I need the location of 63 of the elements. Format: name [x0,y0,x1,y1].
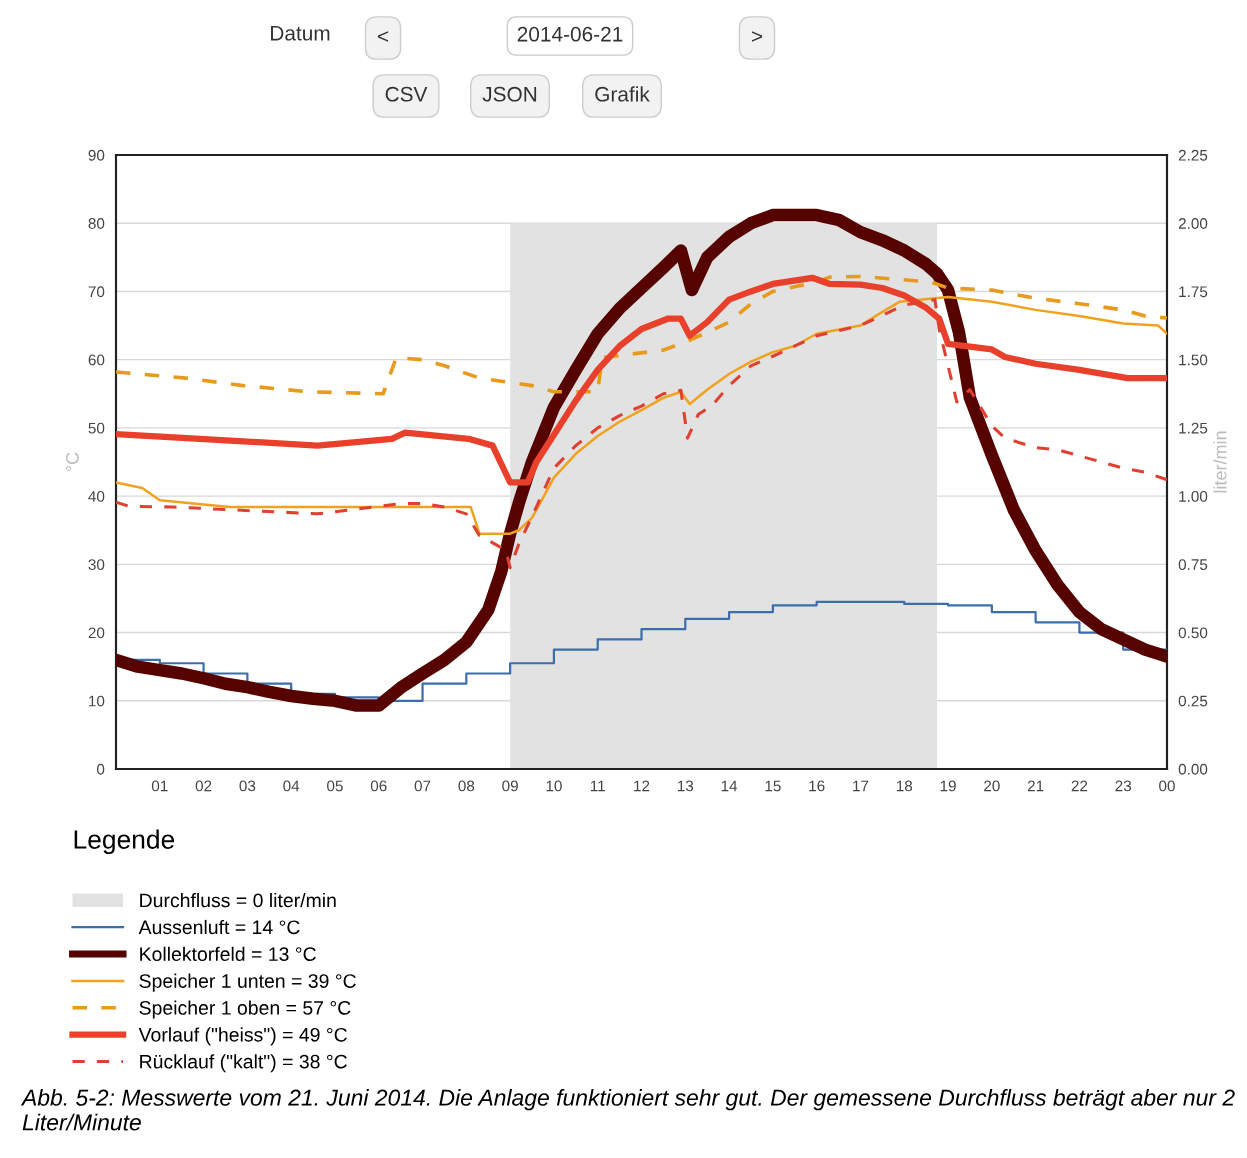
x-tick-label: 03 [239,780,256,792]
y-tick-label: 60 [88,354,105,366]
text: JSON [482,86,537,102]
text: 2014-06-21 [517,26,623,42]
legend-label: Kollektorfeld = 13 °C [140,946,316,962]
text: Datum [271,26,330,41]
y-tick-label: 50 [88,422,105,434]
x-tick-label: 07 [414,780,431,792]
legend-label: Durchfluss = 0 liter/min [140,892,336,908]
x-tick-label: 16 [809,780,825,792]
y-tick-label: 10 [89,695,105,707]
legend-label: Rücklauf ("kalt") = 38 °C [140,1054,347,1073]
x-tick-label: 19 [940,780,956,792]
y-tick-label: 90 [88,149,105,161]
x-tick-label: 23 [1115,780,1132,792]
y2-tick-label: 2.00 [1178,218,1208,229]
x-tick-label: 18 [896,780,913,792]
y2-tick-label: 1.00 [1179,490,1208,502]
y-tick-label: 30 [88,559,105,571]
x-tick-label: 13 [677,780,694,792]
y2-tick-label: 0.50 [1178,627,1208,639]
legend-label: Aussenluft = 14 °C [138,919,300,935]
x-tick-label: 14 [721,780,738,792]
y2-tick-label: 1.75 [1179,286,1208,298]
x-tick-label: 05 [327,780,343,792]
y2-tick-label: 2.25 [1178,149,1208,161]
y2-tick-label: 1.25 [1179,422,1208,434]
legend-label: Vorlauf ("heiss") = 49 °C [138,1027,347,1046]
x-tick-label: 10 [546,780,562,792]
x-tick-label: 00 [1159,780,1175,792]
y2-tick-label: 0.00 [1178,763,1208,775]
text: CSV [385,86,428,102]
x-tick-label: 08 [458,780,475,792]
y-tick-label: 0 [96,763,105,775]
y2-tick-label: 0.75 [1178,559,1208,571]
y-tick-label: 80 [88,218,105,229]
text: Grafik [595,86,650,102]
text: < [377,31,389,42]
y-tick-label: 70 [88,286,105,298]
x-tick-label: 02 [195,780,212,792]
x-tick-label: 21 [1027,780,1044,792]
x-tick-label: 04 [283,780,300,792]
x-tick-label: 15 [765,780,781,792]
line-series [116,274,1167,396]
x-tick-label: 06 [370,780,387,792]
text: > [751,31,763,42]
y2-axis-title: liter/min [1213,431,1227,493]
x-tick-label: 09 [502,780,518,792]
y-axis-title: °C [65,452,79,472]
x-tick-label: 20 [984,780,1000,792]
x-tick-label: 11 [590,780,605,792]
x-tick-label: 17 [853,780,869,792]
y-tick-label: 40 [88,490,105,502]
caption: Abb. 5-2: Messwerte vom 21. Juni 2014. Die Anlage funktioniert sehr gut. Der gemessene Durchfluss beträgt aber nur 2 Liter/Minute [20,1088,1235,1131]
legend-title: Legende [74,829,175,855]
legend-label: Speicher 1 oben = 57 °C [139,1000,351,1019]
y-tick-label: 20 [88,627,105,639]
legend-label: Speicher 1 unten = 39 °C [139,973,356,992]
x-tick-label: 22 [1071,780,1088,792]
x-tick-label: 01 [151,780,168,792]
y2-tick-label: 0.25 [1178,695,1208,707]
x-tick-label: 12 [634,780,650,792]
y2-tick-label: 1.50 [1179,354,1208,366]
